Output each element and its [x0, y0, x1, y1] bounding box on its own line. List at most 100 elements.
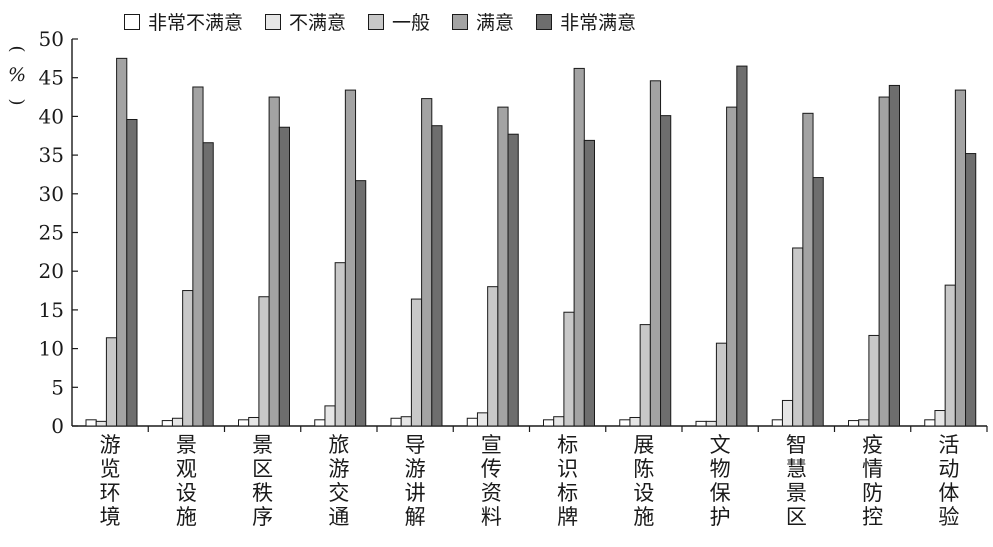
bar — [563, 311, 575, 427]
bar — [202, 142, 214, 427]
bar — [278, 126, 290, 427]
bar — [619, 419, 631, 427]
bar — [116, 57, 128, 427]
x-category-label: 展陈设施 — [633, 433, 654, 529]
bar — [934, 410, 946, 427]
legend-item-neutral: 一般 — [368, 8, 430, 35]
x-category-label: 活动体验 — [938, 433, 959, 529]
bar — [324, 405, 336, 427]
legend-label: 非常满意 — [560, 12, 637, 34]
bar — [573, 67, 585, 427]
bar — [466, 417, 478, 427]
bar — [553, 416, 565, 427]
bar — [85, 419, 97, 427]
bar — [858, 419, 870, 427]
bar — [629, 416, 641, 427]
bar — [660, 115, 672, 427]
legend-swatch — [265, 13, 282, 30]
bar — [812, 177, 824, 427]
bar — [868, 334, 880, 427]
x-category-label: 智慧景区 — [786, 433, 807, 529]
bar — [695, 420, 707, 427]
bar — [954, 89, 967, 427]
legend-label: 一般 — [392, 12, 431, 34]
legend-item-satisfied: 满意 — [452, 8, 514, 35]
bar — [238, 419, 250, 427]
y-tick-label: 5 — [51, 375, 64, 399]
bar — [476, 412, 489, 427]
bar — [497, 106, 509, 427]
bar — [639, 324, 651, 427]
bar — [95, 420, 107, 427]
y-axis-unit: % — [7, 64, 27, 86]
x-category-label: 宣传资料 — [481, 433, 502, 529]
bar — [355, 180, 367, 427]
bar — [781, 399, 794, 427]
bar — [715, 342, 728, 427]
y-tick-label: 25 — [39, 221, 64, 245]
bar — [192, 86, 204, 427]
legend-swatch — [536, 13, 553, 30]
bar — [705, 420, 717, 427]
legend: 非常不满意 不满意 一般 满意 非常满意 — [124, 8, 658, 35]
bar — [507, 133, 519, 427]
bar — [182, 290, 194, 427]
bar — [878, 96, 890, 427]
bar — [314, 419, 326, 427]
x-category-label: 景区秩序 — [252, 433, 273, 529]
x-category-label: 游览环境 — [100, 433, 121, 529]
bar — [924, 419, 936, 427]
legend-item-dissatisfied: 不满意 — [265, 8, 346, 35]
x-category-label: 景观设施 — [176, 433, 197, 529]
legend-item-very-dissatisfied: 非常不满意 — [124, 8, 243, 35]
y-tick-label: 50 — [39, 27, 64, 51]
bar — [400, 416, 412, 427]
bar — [334, 262, 346, 427]
y-tick-label: 40 — [39, 104, 64, 128]
bar — [848, 420, 860, 427]
x-category-label: 导游讲解 — [405, 433, 426, 529]
bar — [105, 337, 118, 427]
bar — [390, 417, 402, 427]
y-tick-label: 15 — [39, 298, 64, 322]
legend-label: 不满意 — [289, 12, 347, 34]
x-category-label: 文物保护 — [710, 433, 731, 529]
legend-item-very-satisfied: 非常满意 — [536, 8, 636, 35]
legend-swatch — [368, 13, 385, 30]
bar — [126, 118, 138, 427]
bar — [258, 296, 270, 427]
bar — [726, 106, 738, 427]
y-axis-label: ( % ) — [4, 38, 30, 113]
legend-swatch — [124, 13, 140, 30]
bar — [888, 84, 900, 427]
bar — [161, 420, 173, 427]
legend-label: 满意 — [476, 12, 515, 34]
bar — [431, 125, 443, 427]
x-category-label: 疫情防控 — [862, 433, 883, 529]
bar — [944, 284, 956, 427]
bar — [487, 286, 499, 427]
x-category-label: 标识标牌 — [557, 433, 578, 529]
y-tick-label: 30 — [39, 182, 64, 206]
y-tick-label: 0 — [51, 414, 64, 438]
x-category-label: 旅游交通 — [328, 433, 349, 529]
legend-swatch — [452, 13, 469, 30]
legend-label: 非常不满意 — [148, 12, 244, 34]
bar — [344, 89, 357, 427]
bar — [421, 98, 433, 427]
bar — [649, 80, 662, 427]
bar — [736, 65, 748, 427]
bar — [965, 153, 977, 427]
bar — [583, 139, 595, 427]
y-tick-label: 20 — [39, 259, 64, 283]
bar — [248, 416, 260, 427]
bar — [771, 419, 783, 427]
bar — [410, 298, 423, 427]
bar — [268, 96, 280, 427]
bar — [171, 417, 184, 427]
bar — [802, 112, 814, 427]
bar — [792, 247, 804, 427]
y-tick-label: 45 — [39, 66, 64, 90]
y-tick-label: 10 — [39, 337, 64, 361]
